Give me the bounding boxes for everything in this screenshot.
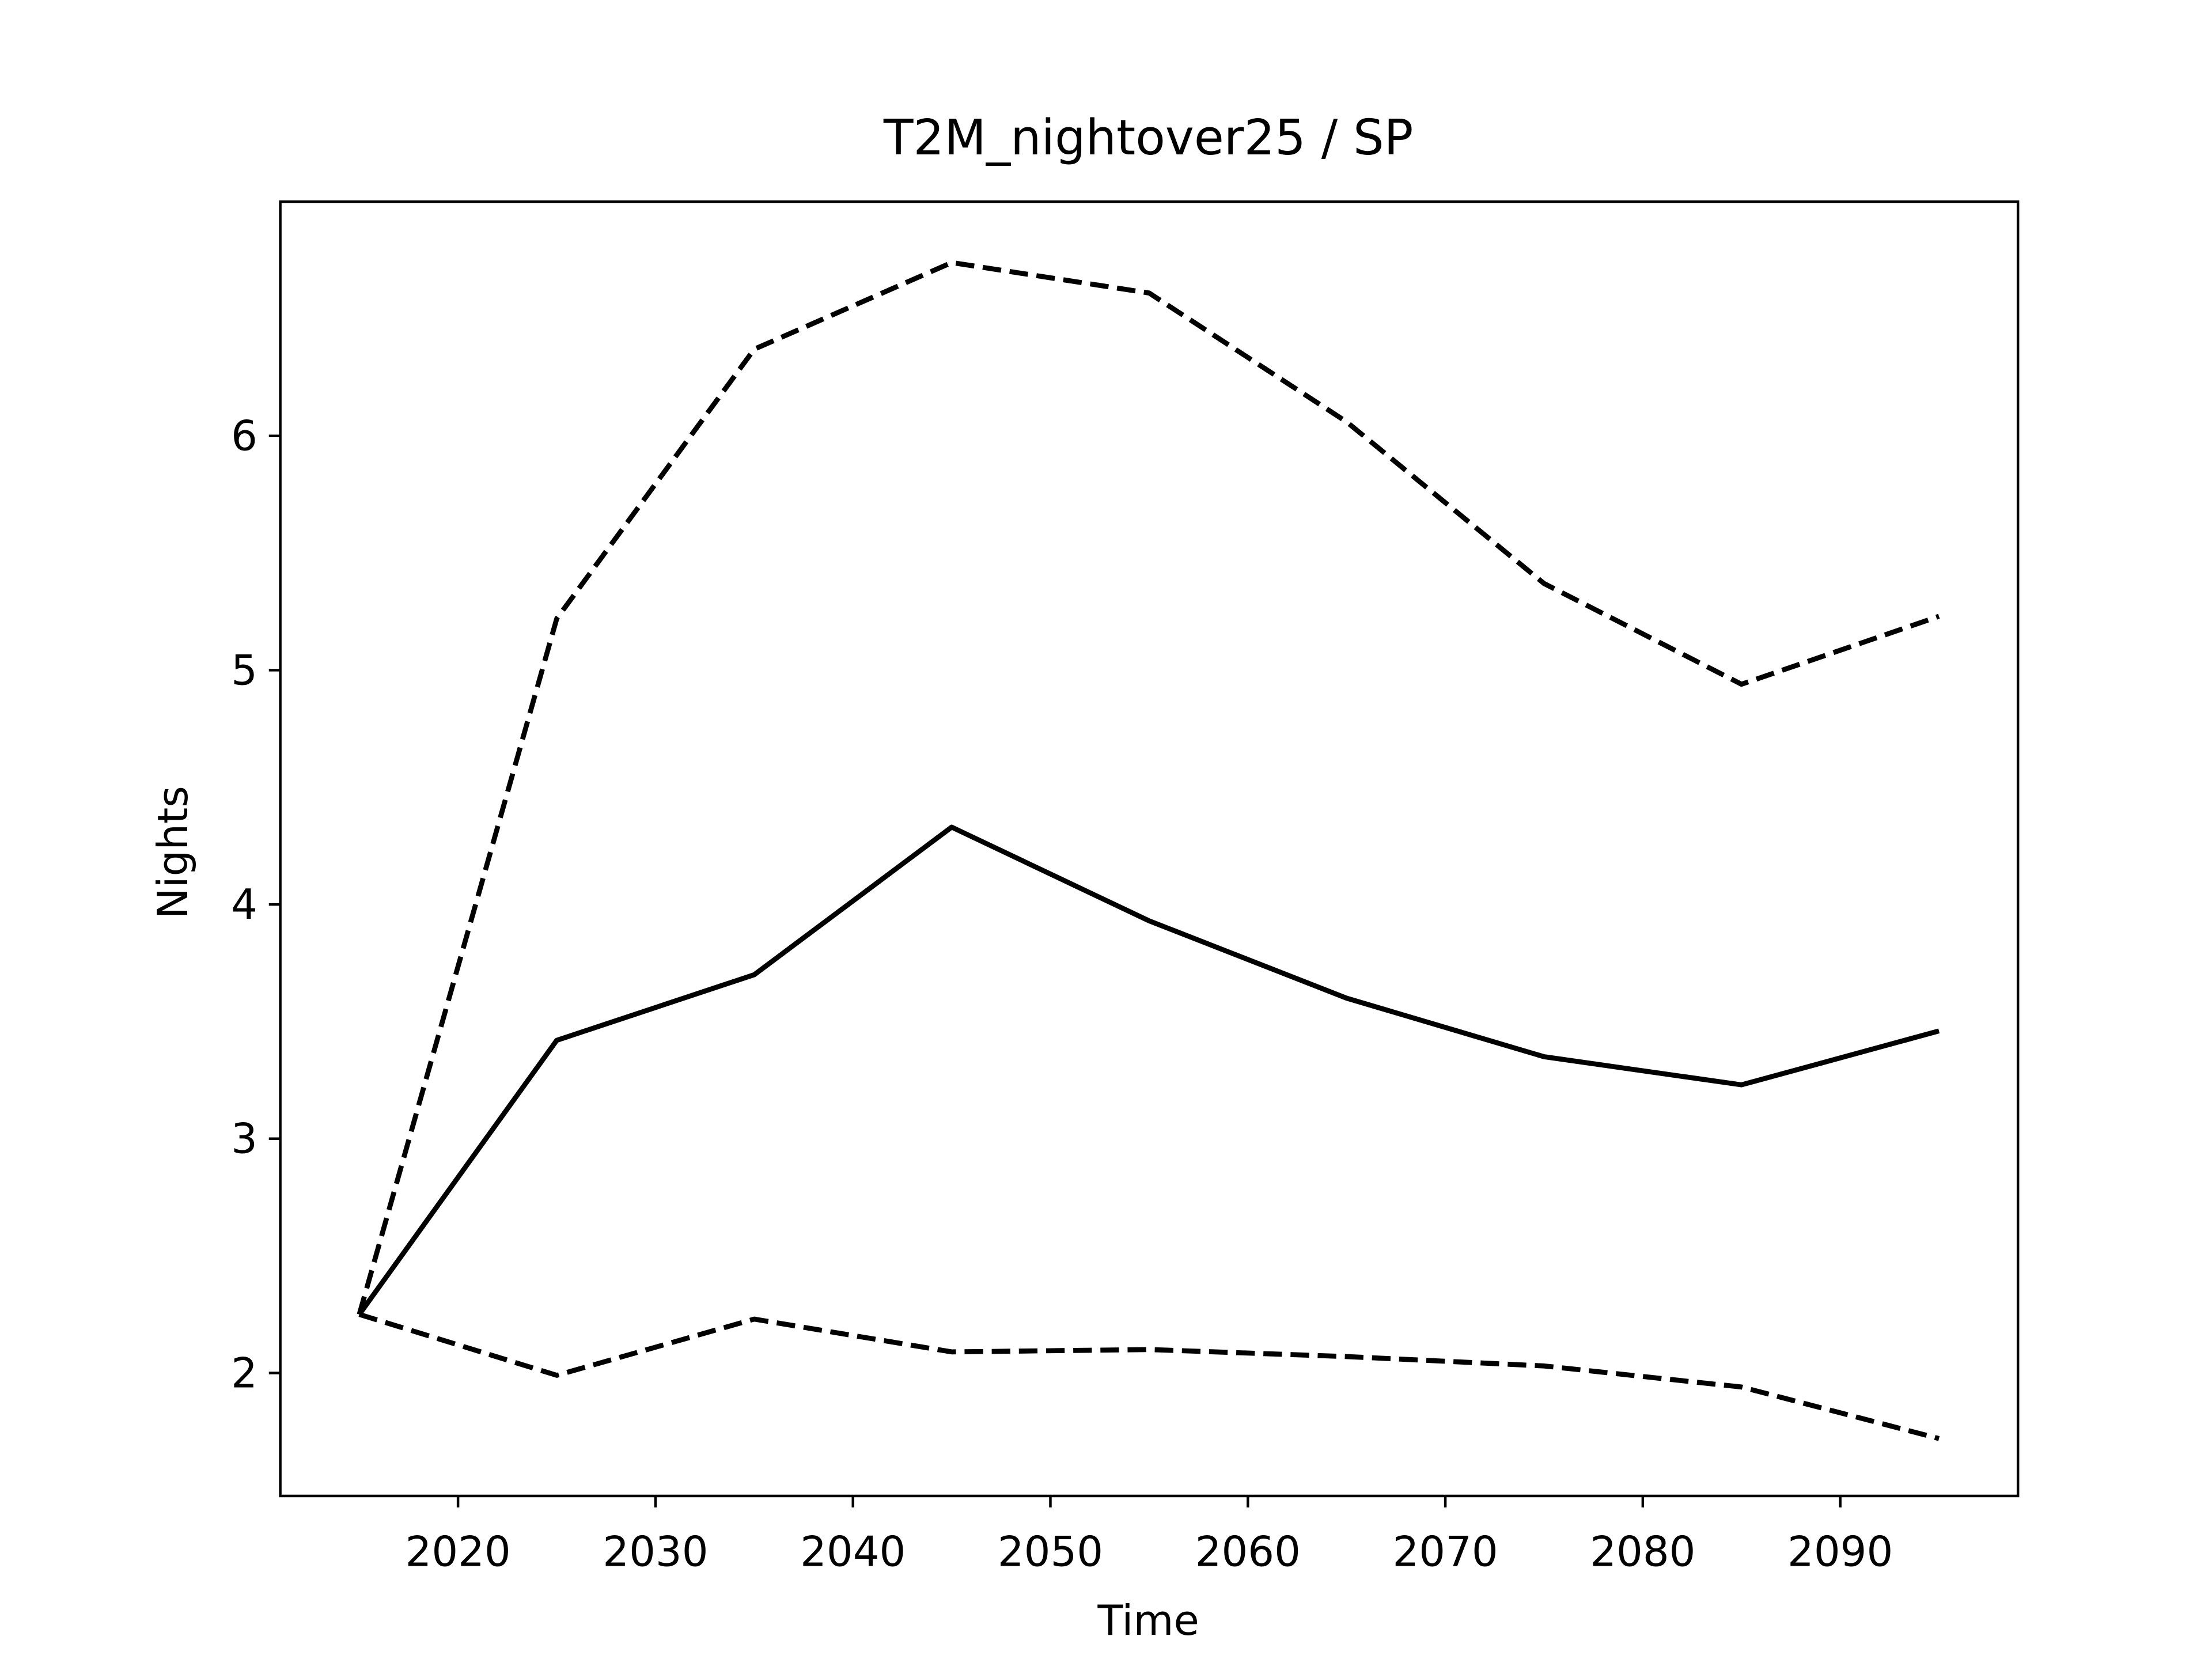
plot-frame	[279, 200, 2020, 1498]
y-tick-label: 6	[231, 412, 257, 460]
line-series	[357, 260, 1940, 1315]
x-tick-label: 2070	[1392, 1528, 1498, 1576]
x-tick-label: 2040	[800, 1528, 906, 1576]
y-axis-label: Nights	[149, 786, 197, 919]
x-tick-label: 2050	[998, 1528, 1103, 1576]
x-tick-label: 2030	[603, 1528, 708, 1576]
line-series	[358, 1312, 1940, 1441]
x-axis-label: Time	[1097, 1596, 1199, 1645]
line-series	[357, 824, 1940, 1316]
y-tick-label: 5	[231, 646, 257, 694]
chart-title: T2M_nightover25 / SP	[883, 109, 1414, 166]
x-tick-label: 2090	[1787, 1528, 1893, 1576]
y-tick-label: 2	[231, 1349, 257, 1397]
x-tick-label: 2080	[1590, 1528, 1695, 1576]
x-tick-label: 2060	[1195, 1528, 1301, 1576]
x-tick-label: 2020	[406, 1528, 511, 1576]
y-tick-label: 3	[231, 1115, 257, 1163]
y-tick-label: 4	[231, 880, 257, 929]
